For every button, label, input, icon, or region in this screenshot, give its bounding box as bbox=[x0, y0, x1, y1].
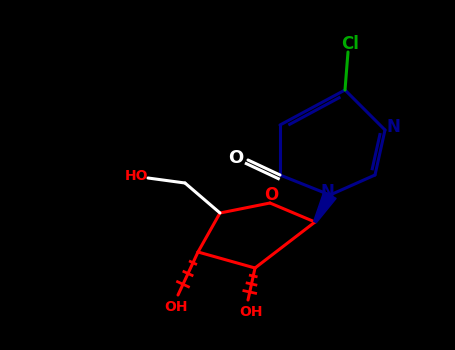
Text: OH: OH bbox=[239, 305, 263, 319]
Text: O: O bbox=[228, 149, 243, 167]
Text: N: N bbox=[386, 118, 400, 136]
Text: N: N bbox=[320, 183, 334, 201]
Polygon shape bbox=[313, 191, 336, 223]
Text: HO: HO bbox=[124, 169, 148, 183]
Text: Cl: Cl bbox=[341, 35, 359, 53]
Text: OH: OH bbox=[164, 300, 188, 314]
Text: O: O bbox=[264, 186, 278, 204]
